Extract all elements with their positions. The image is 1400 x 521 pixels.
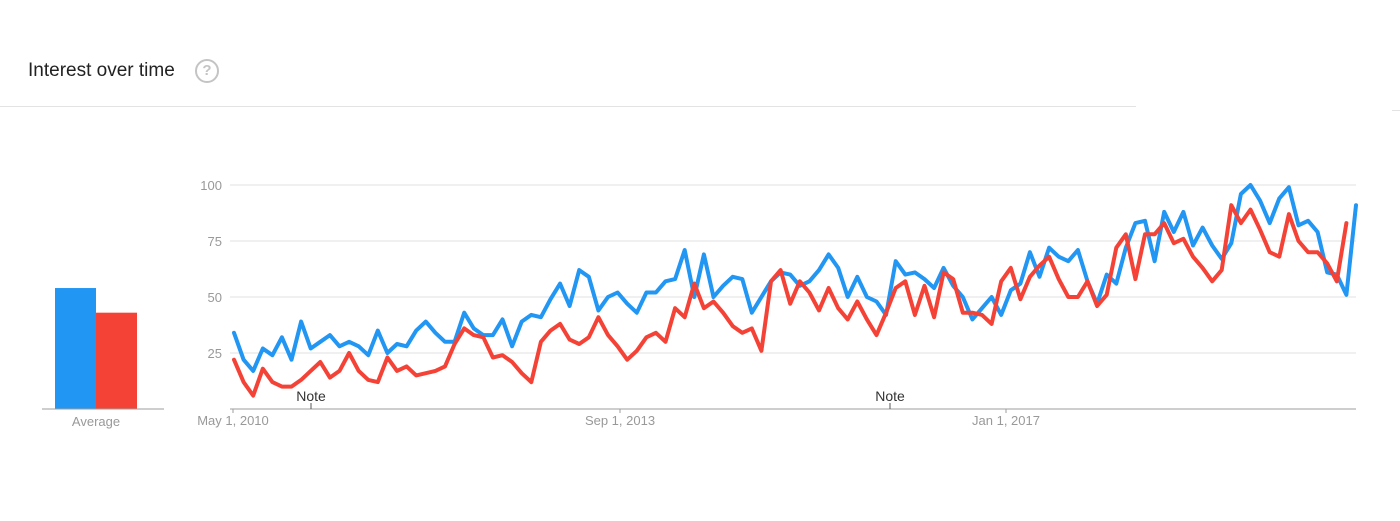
x-tick-label: May 1, 2010	[197, 413, 269, 428]
note-label[interactable]: Note	[875, 388, 905, 404]
help-circle-icon[interactable]: ?	[195, 59, 219, 83]
x-tick-label: Sep 1, 2013	[585, 413, 655, 428]
y-tick-label: 75	[208, 234, 222, 249]
divider	[1392, 110, 1400, 111]
series-line-2[interactable]	[232, 203, 1349, 398]
y-tick-label: 25	[208, 346, 222, 361]
average-bar-2[interactable]	[96, 312, 137, 409]
y-tick-label: 100	[200, 178, 222, 193]
page-title: Interest over time	[28, 60, 175, 81]
average-label: Average	[72, 414, 120, 429]
chart-header: Interest over time ?	[0, 0, 1136, 107]
note-label[interactable]: Note	[296, 388, 326, 404]
x-tick-label: Jan 1, 2017	[972, 413, 1040, 428]
series-line-1[interactable]	[232, 183, 1358, 373]
average-bar-1[interactable]	[55, 288, 96, 409]
y-tick-label: 50	[208, 290, 222, 305]
